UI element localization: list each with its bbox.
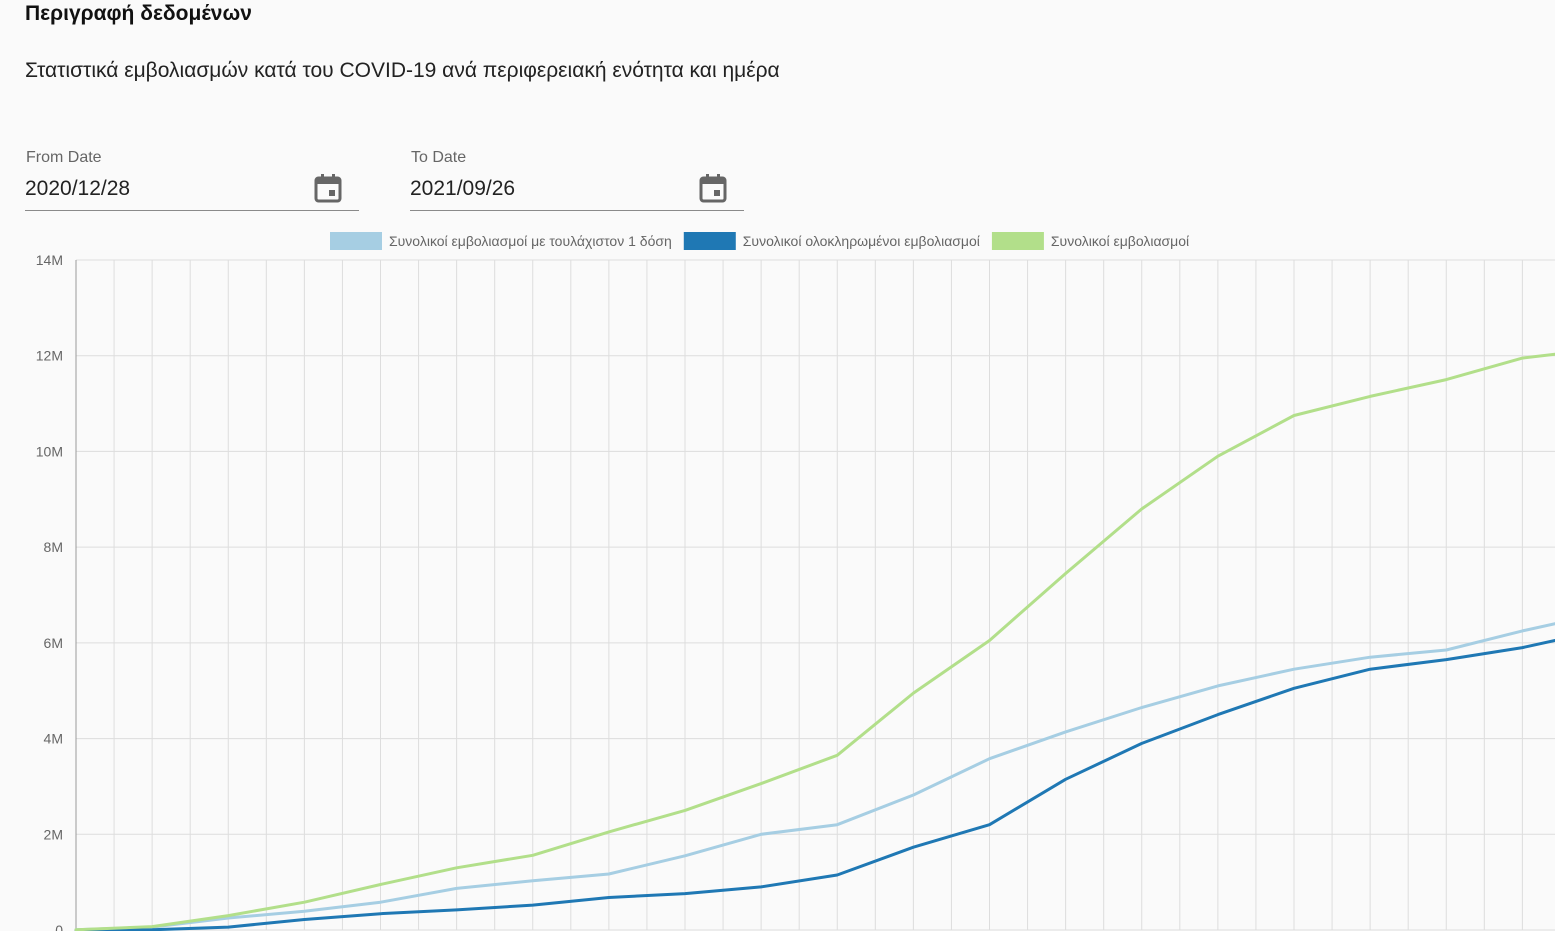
y-tick-label: 4M <box>44 731 63 747</box>
page-title: Περιγραφή δεδομένων <box>25 2 252 25</box>
series-line-1 <box>74 622 1555 931</box>
legend-label: Συνολικοί εμβολιασμοί με τουλάχιστον 1 δ… <box>389 233 672 249</box>
legend-item-3[interactable]: Συνολικοί εμβολιασμοί <box>991 232 1189 250</box>
y-axis: 0 2M 4M 6M 8M 10M 12M 14M <box>36 252 77 931</box>
calendar-icon[interactable] <box>314 173 342 203</box>
legend-swatch <box>683 232 736 250</box>
page-subtitle: Στατιστικά εμβολιασμών κατά του COVID-19… <box>25 59 780 82</box>
series-line-2 <box>74 639 1555 931</box>
series-line-3 <box>74 352 1555 931</box>
y-tick-label: 14M <box>36 252 63 268</box>
legend-item-2[interactable]: Συνολικοί ολοκληρωμένοι εμβολιασμοί <box>683 232 980 250</box>
y-tick-label: 8M <box>44 539 63 555</box>
y-tick-label: 10M <box>36 443 63 459</box>
legend-swatch <box>991 232 1044 250</box>
to-date-input[interactable] <box>410 174 690 204</box>
legend-item-1[interactable]: Συνολικοί εμβολιασμοί με τουλάχιστον 1 δ… <box>330 232 672 250</box>
calendar-icon[interactable] <box>699 173 727 203</box>
from-date-label: From Date <box>26 149 102 166</box>
to-date-label: To Date <box>411 149 467 166</box>
to-date-field: To Date <box>410 148 744 211</box>
from-date-input[interactable] <box>25 174 305 204</box>
legend: Συνολικοί εμβολιασμοί με τουλάχιστον 1 δ… <box>330 232 1189 250</box>
to-date-underline <box>410 210 744 211</box>
from-date-underline <box>25 210 359 211</box>
y-tick-label: 0 <box>55 922 63 931</box>
y-tick-label: 6M <box>44 635 63 651</box>
legend-swatch <box>330 232 382 250</box>
legend-label: Συνολικοί εμβολιασμοί <box>1051 233 1189 249</box>
vaccination-line-chart: 0 2M 4M 6M 8M 10M 12M 14M Συνολικοί εμβολιασμοί … <box>36 232 1555 931</box>
gridlines <box>75 259 1555 931</box>
y-tick-label: 2M <box>44 826 63 842</box>
from-date-field: From Date <box>25 148 359 211</box>
legend-label: Συνολικοί ολοκληρωμένοι εμβολιασμοί <box>743 233 980 249</box>
y-tick-label: 12M <box>36 348 63 364</box>
